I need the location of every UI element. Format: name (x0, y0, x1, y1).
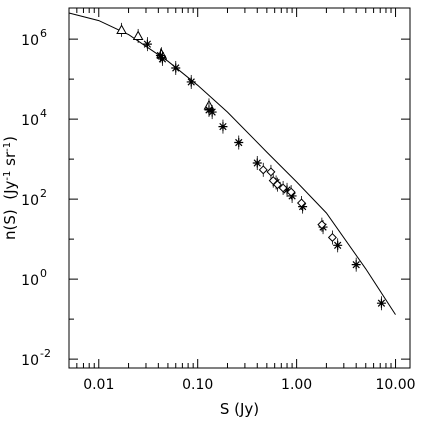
y-tick-base: 10 (21, 193, 39, 209)
y-tick-label: 10 -2 (21, 347, 51, 369)
y-tick-base: 10 (21, 33, 39, 49)
diamond-marker (317, 220, 327, 230)
data-points (116, 22, 386, 311)
data-point-diamond (272, 177, 282, 192)
data-point-asterisk (376, 296, 386, 311)
data-point-triangle (116, 22, 127, 37)
data-point-asterisk (142, 37, 152, 52)
diamond-marker (278, 183, 288, 193)
data-point-diamond (317, 217, 327, 232)
data-point-asterisk (282, 182, 292, 197)
asterisk-marker (298, 202, 308, 212)
x-tick-label: 10.00 (375, 377, 415, 393)
y-axis-title-part: sr (1, 151, 19, 171)
data-point-asterisk (351, 257, 361, 272)
y-axis-title-part: n(S) (Jy (1, 180, 19, 240)
diamond-marker (296, 198, 306, 208)
data-point-asterisk (186, 74, 196, 89)
y-tick-base: 10 (21, 353, 39, 369)
y-tick-label: 10 2 (21, 187, 47, 209)
asterisk-marker (287, 191, 297, 201)
x-tick-label: 1.00 (281, 377, 312, 393)
asterisk-marker (171, 63, 181, 73)
asterisk-marker (351, 260, 361, 270)
y-tick-exponent: 6 (40, 27, 47, 40)
triangle-marker (116, 24, 127, 35)
y-tick-label: 10 0 (21, 267, 47, 289)
asterisk-marker (204, 105, 214, 115)
asterisk-marker (234, 138, 244, 148)
axis-ticks (68, 8, 410, 368)
fit-curve (68, 12, 396, 315)
data-point-triangle (132, 28, 144, 43)
asterisk-marker (142, 39, 152, 49)
diamond-marker (266, 167, 276, 177)
asterisk-marker (207, 107, 217, 117)
fit-curve-group (68, 12, 396, 315)
data-point-asterisk (218, 119, 228, 134)
diamond-marker (327, 232, 337, 242)
y-tick-exponent: 4 (40, 107, 47, 120)
y-axis-title: n(S) (Jy-1 sr-1) (1, 136, 19, 240)
asterisk-marker (333, 240, 343, 250)
asterisk-marker (186, 77, 196, 87)
y-tick-base: 10 (21, 113, 39, 129)
y-tick-exponent: -2 (40, 347, 51, 360)
y-tick-base: 10 (21, 273, 39, 289)
diamond-marker (286, 187, 296, 197)
data-point-asterisk (333, 238, 343, 253)
data-point-asterisk (252, 156, 262, 171)
x-tick-label: 0.10 (182, 377, 213, 393)
data-point-asterisk (171, 60, 181, 75)
x-tick-label: 0.01 (83, 377, 114, 393)
diamond-marker (272, 180, 282, 190)
data-point-diamond (327, 230, 337, 245)
data-point-diamond (296, 196, 306, 211)
x-axis-title: S (Jy) (220, 400, 259, 418)
asterisk-marker (157, 54, 167, 64)
data-point-diamond (266, 164, 276, 179)
y-tick-label: 10 6 (21, 27, 47, 49)
asterisk-marker (155, 50, 165, 60)
data-point-diamond (278, 180, 288, 195)
data-point-diamond (258, 162, 268, 177)
triangle-marker (132, 30, 144, 41)
y-axis-title-superscript: -1 (2, 171, 13, 181)
data-point-diamond (286, 185, 296, 200)
y-tick-exponent: 0 (40, 267, 47, 280)
asterisk-marker (252, 158, 262, 168)
y-tick-exponent: 2 (40, 187, 47, 200)
asterisk-marker (376, 298, 386, 308)
y-tick-label: 10 4 (21, 107, 47, 129)
y-axis-title-part: ) (1, 136, 19, 142)
y-axis-title-superscript: -1 (2, 142, 13, 152)
plot-frame (68, 7, 411, 369)
plot-border (68, 7, 411, 369)
asterisk-marker (218, 122, 228, 132)
data-point-asterisk (157, 51, 167, 66)
asterisk-marker (282, 185, 292, 195)
data-point-asterisk (207, 105, 217, 120)
diamond-marker (258, 165, 268, 175)
data-point-asterisk (234, 135, 244, 150)
